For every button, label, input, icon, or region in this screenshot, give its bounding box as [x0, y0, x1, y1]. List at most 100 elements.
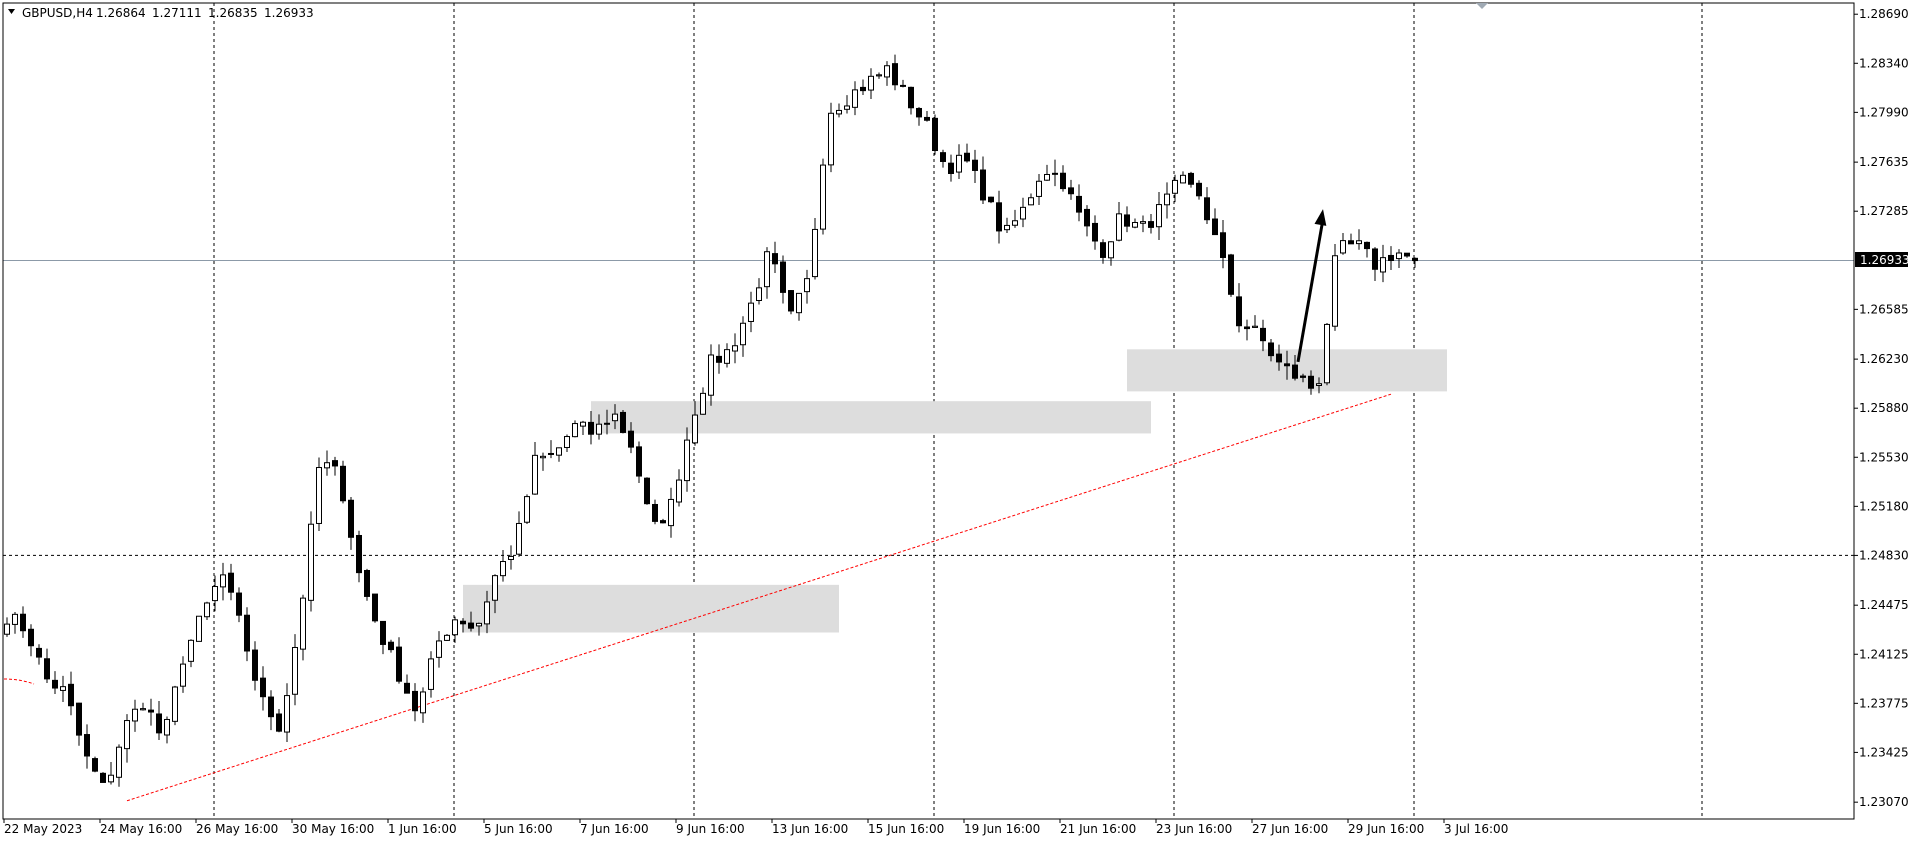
- dropdown-triangle-icon[interactable]: [8, 9, 15, 14]
- candle: [780, 255, 786, 304]
- candle: [412, 683, 418, 722]
- candle: [868, 68, 874, 99]
- price-tick-label: 1.23775: [1859, 696, 1909, 710]
- candle: [884, 61, 890, 86]
- candle-body-bull: [740, 322, 746, 346]
- candle-body-bull: [956, 154, 962, 173]
- shift-marker-icon[interactable]: [1476, 3, 1488, 9]
- candle: [764, 247, 770, 299]
- candle: [1220, 219, 1226, 269]
- candle-body-bull: [1116, 213, 1122, 241]
- candle: [668, 487, 674, 538]
- candle: [500, 549, 506, 582]
- candle: [1148, 213, 1154, 234]
- candle: [740, 316, 746, 357]
- candle-body-bull: [60, 686, 66, 691]
- candle: [348, 497, 354, 550]
- candle: [796, 292, 802, 321]
- candle: [292, 634, 298, 706]
- candle: [1332, 243, 1338, 331]
- candle-body-bear: [1404, 252, 1410, 257]
- candle-body-bull: [884, 65, 890, 78]
- candle-body-bull: [676, 479, 682, 503]
- candle-body-bull: [532, 454, 538, 495]
- candle-body-bear: [36, 647, 42, 658]
- candle: [636, 441, 642, 483]
- candle-body-bear: [380, 620, 386, 645]
- candle: [428, 651, 434, 698]
- candle: [932, 114, 938, 155]
- candle: [540, 452, 546, 471]
- candle-body-bull: [204, 602, 210, 618]
- candle-body-bull: [4, 623, 10, 635]
- ohlc-open: 1.26864: [96, 6, 146, 20]
- candle: [140, 702, 146, 711]
- candle-body-bear: [620, 411, 626, 433]
- candle: [1348, 233, 1354, 245]
- candle-body-bear: [988, 196, 994, 203]
- support-zones: [463, 349, 1447, 633]
- candle: [84, 724, 90, 769]
- candle-body-bear: [148, 709, 154, 713]
- candle-body-bear: [716, 355, 722, 363]
- candle-body-bull: [1332, 255, 1338, 327]
- candle-body-bull: [836, 109, 842, 115]
- support-zone: [591, 401, 1151, 434]
- candle-body-bear: [1084, 208, 1090, 227]
- candle-body-bull: [1252, 325, 1258, 328]
- candle: [1124, 206, 1130, 233]
- candle-body-bull: [692, 414, 698, 444]
- candle: [828, 102, 834, 173]
- candle: [1252, 315, 1258, 328]
- candle-body-bear: [1076, 195, 1082, 213]
- candlesticks: [4, 54, 1418, 787]
- candle: [44, 648, 50, 683]
- price-tick-label: 1.27285: [1859, 204, 1909, 218]
- candle-body-bull: [508, 555, 514, 560]
- candle: [300, 594, 306, 661]
- time-tick-label: 21 Jun 16:00: [1060, 822, 1136, 836]
- time-tick-label: 24 May 16:00: [100, 822, 182, 836]
- time-tick-label: 15 Jun 16:00: [868, 822, 944, 836]
- candle: [1052, 159, 1058, 187]
- candle-body-bear: [228, 572, 234, 593]
- candle-body-bull: [868, 75, 874, 91]
- price-tick-label: 1.28340: [1859, 56, 1909, 70]
- candle-body-bull: [756, 287, 762, 301]
- candle: [556, 447, 562, 462]
- candle-body-bull: [604, 422, 610, 425]
- candle-body-bear: [1092, 222, 1098, 242]
- candle: [732, 333, 738, 364]
- candle-body-bear: [1412, 257, 1418, 262]
- candle-body-bull: [564, 436, 570, 448]
- price-tick-label: 1.24475: [1859, 598, 1909, 612]
- trendline: [126, 393, 1392, 802]
- candle-body-bull: [452, 619, 458, 636]
- candle: [724, 343, 730, 368]
- candle-body-bear: [68, 683, 74, 707]
- candle-body-bear: [1196, 182, 1202, 197]
- candle-body-bull: [540, 455, 546, 459]
- ohlc-high: 1.27111: [152, 6, 202, 20]
- candle-body-bear: [1188, 172, 1194, 185]
- candle-body-bear: [236, 592, 242, 616]
- candle-body-bull: [140, 708, 146, 711]
- candle: [972, 149, 978, 183]
- candle-body-bull: [812, 228, 818, 278]
- candle-body-bear: [332, 460, 338, 467]
- candle-body-bull: [524, 496, 530, 523]
- candle-body-bear: [364, 570, 370, 597]
- candle-body-bear: [948, 162, 954, 174]
- candle: [1212, 208, 1218, 236]
- candle: [1276, 344, 1282, 371]
- candle-body-bull: [428, 658, 434, 690]
- candle-body-bull: [212, 586, 218, 602]
- candle: [268, 690, 274, 731]
- candle: [1116, 202, 1122, 242]
- time-tick-label: 19 Jun 16:00: [964, 822, 1040, 836]
- candle: [180, 656, 186, 693]
- candle: [1100, 239, 1106, 264]
- time-tick-label: 22 May 2023: [4, 822, 82, 836]
- candle: [1060, 165, 1066, 192]
